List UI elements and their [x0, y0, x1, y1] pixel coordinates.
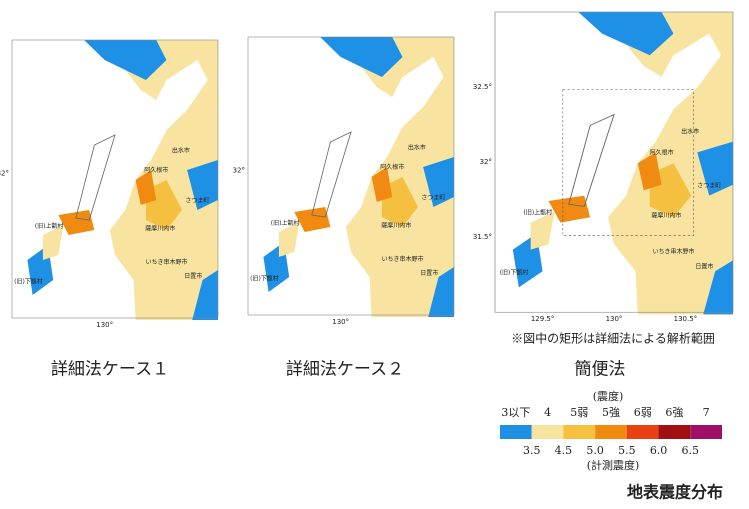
legend-boundary: 6.5 — [682, 444, 700, 457]
legend-swatch — [563, 425, 596, 439]
place-label: 日置市 — [695, 263, 713, 271]
x-tick-label: 130° — [332, 318, 349, 326]
place-label: 阿久根市 — [380, 163, 404, 171]
legend-boundary: 5.5 — [618, 444, 636, 457]
legend-class: 3以下 — [501, 406, 530, 419]
legend-class: 5弱 — [570, 406, 588, 419]
legend-subtitle: (計測震度) — [587, 458, 640, 472]
map-caption: 簡便法 — [575, 360, 626, 380]
place-label: 薩摩川内市 — [651, 212, 681, 220]
x-tick-label: 130° — [606, 315, 623, 323]
place-label: 阿久根市 — [650, 149, 674, 157]
place-label: (旧)上甑村 — [35, 222, 64, 230]
place-label: 薩摩川内市 — [381, 222, 411, 230]
place-label: さつま町 — [697, 183, 721, 190]
place-label: いちき串木野市 — [145, 258, 187, 266]
place-label: 薩摩川内市 — [145, 225, 175, 233]
map-2 — [247, 36, 455, 318]
legend-swatch — [626, 425, 659, 439]
y-tick-label: 32.5° — [473, 83, 492, 91]
place-label: 日置市 — [184, 272, 202, 280]
y-tick-label: 32° — [233, 166, 245, 174]
place-label: (旧)下甑村 — [14, 277, 43, 285]
legend-boundary: 4.5 — [555, 444, 573, 457]
legend-class: 7 — [703, 406, 710, 419]
place-label: (旧)上甑村 — [271, 219, 300, 227]
legend-swatch — [531, 425, 564, 439]
y-tick-label: 32° — [480, 158, 492, 166]
y-tick-label: 31.5° — [473, 233, 492, 241]
place-label: (旧)上甑村 — [523, 209, 552, 217]
y-tick-label: 32° — [0, 169, 9, 177]
x-tick-label: 130.5° — [674, 315, 698, 323]
legend-boundary: 6.0 — [650, 444, 668, 457]
map-caption: 詳細法ケース１ — [51, 360, 169, 380]
place-label: (旧)下甑村 — [250, 274, 279, 282]
note: ※図中の矩形は詳細法による解析範囲 — [511, 331, 715, 346]
legend-class: 5強 — [602, 406, 620, 419]
place-label: 出水市 — [681, 128, 699, 136]
legend-boundary: 5.0 — [586, 444, 604, 457]
map-caption: 詳細法ケース２ — [286, 360, 404, 380]
x-tick-label: 129.5° — [531, 315, 555, 323]
place-label: 出水市 — [408, 144, 426, 152]
legend-swatch — [690, 425, 722, 439]
legend-title: (震度) — [593, 389, 624, 403]
place-label: いちき串木野市 — [381, 255, 423, 263]
legend-swatch — [658, 425, 691, 439]
legend-class: 6弱 — [634, 406, 652, 419]
legend-class: 6強 — [665, 406, 683, 419]
place-label: さつま町 — [421, 195, 445, 202]
place-label: さつま町 — [185, 198, 209, 205]
place-label: (旧)下甑村 — [500, 269, 529, 277]
legend-boundary: 3.5 — [523, 444, 541, 457]
legend-swatch — [595, 425, 627, 439]
place-label: 日置市 — [420, 269, 438, 277]
place-label: 出水市 — [172, 147, 190, 155]
map-3 — [494, 11, 734, 315]
footer: 地表震度分布 — [627, 483, 723, 502]
map-1 — [11, 39, 219, 321]
place-label: いちき串木野市 — [652, 248, 694, 256]
place-label: 阿久根市 — [144, 166, 168, 174]
legend-class: 4 — [544, 406, 551, 419]
legend-swatch — [500, 425, 532, 439]
x-tick-label: 130° — [96, 321, 113, 329]
